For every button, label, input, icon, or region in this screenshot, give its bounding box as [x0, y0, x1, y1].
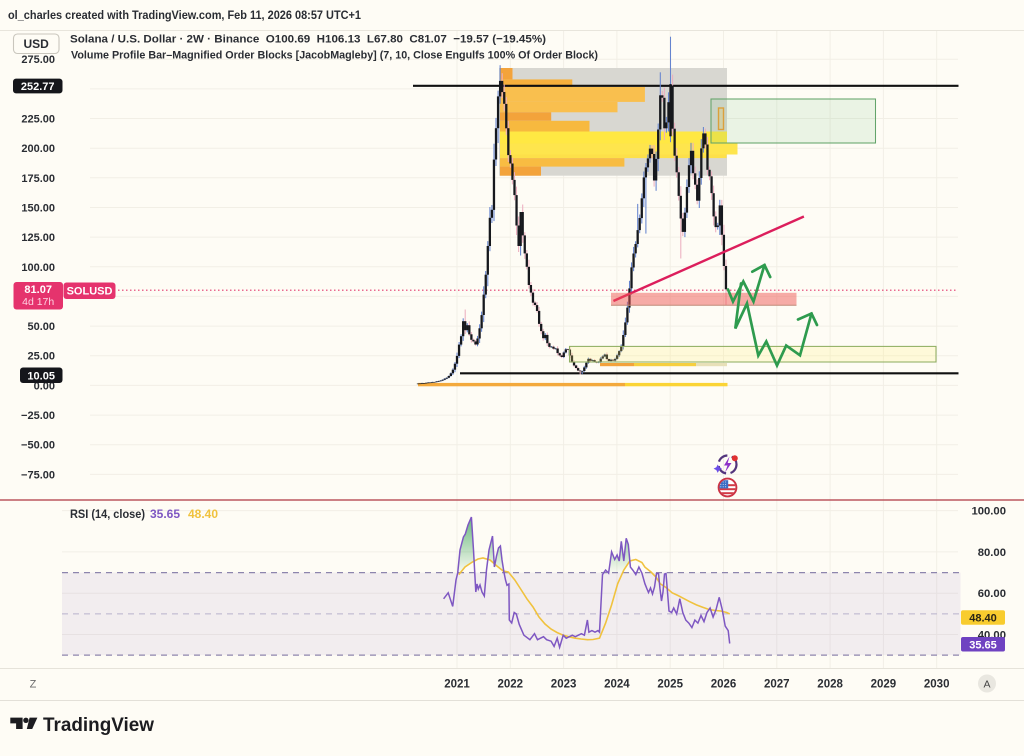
svg-text:−25.00: −25.00 [21, 410, 55, 422]
svg-text:225.00: 225.00 [21, 114, 55, 126]
svg-text:35.65: 35.65 [969, 639, 997, 651]
svg-text:50.00: 50.00 [27, 321, 55, 333]
svg-text:2029: 2029 [871, 679, 897, 691]
svg-text:SOLUSD: SOLUSD [67, 286, 113, 298]
svg-text:80.00: 80.00 [978, 547, 1006, 559]
svg-text:2023: 2023 [551, 679, 577, 691]
svg-text:150.00: 150.00 [21, 202, 55, 214]
svg-text:Z: Z [30, 679, 37, 691]
svg-text:48.40: 48.40 [188, 507, 218, 521]
svg-text:2021: 2021 [444, 679, 470, 691]
svg-text:275.00: 275.00 [21, 54, 55, 66]
svg-text:Volume Profile Bar–Magnified O: Volume Profile Bar–Magnified Order Block… [71, 50, 598, 62]
svg-text:2028: 2028 [817, 679, 843, 691]
svg-text:RSI (14, close): RSI (14, close) [70, 507, 145, 521]
svg-text:25.00: 25.00 [27, 351, 55, 363]
svg-text:TradingView: TradingView [43, 715, 154, 736]
svg-text:A: A [983, 678, 990, 690]
svg-text:2026: 2026 [711, 679, 737, 691]
svg-text:10.05: 10.05 [27, 370, 55, 382]
svg-text:81.07: 81.07 [24, 284, 52, 296]
svg-text:0.00: 0.00 [34, 380, 55, 392]
svg-text:100.00: 100.00 [21, 262, 55, 274]
svg-text:125.00: 125.00 [21, 232, 55, 244]
svg-text:USD: USD [24, 37, 50, 51]
svg-text:2025: 2025 [657, 679, 683, 691]
svg-text:ol_charles created with Tradin: ol_charles created with TradingView.com,… [8, 8, 361, 22]
svg-text:Solana / U.S. Dollar · 2W · Bi: Solana / U.S. Dollar · 2W · Binance O100… [70, 34, 546, 46]
svg-text:−75.00: −75.00 [21, 469, 55, 481]
svg-text:200.00: 200.00 [21, 143, 55, 155]
svg-text:35.65: 35.65 [150, 507, 180, 521]
svg-text:2030: 2030 [924, 679, 950, 691]
svg-text:2027: 2027 [764, 679, 790, 691]
svg-text:60.00: 60.00 [978, 588, 1006, 600]
svg-text:48.40: 48.40 [969, 613, 997, 625]
svg-text:2024: 2024 [604, 679, 630, 691]
svg-text:−50.00: −50.00 [21, 440, 55, 452]
svg-text:100.00: 100.00 [971, 506, 1006, 518]
svg-text:4d 17h: 4d 17h [22, 296, 54, 308]
svg-text:252.77: 252.77 [21, 81, 55, 93]
svg-text:2022: 2022 [498, 679, 524, 691]
svg-text:175.00: 175.00 [21, 173, 55, 185]
